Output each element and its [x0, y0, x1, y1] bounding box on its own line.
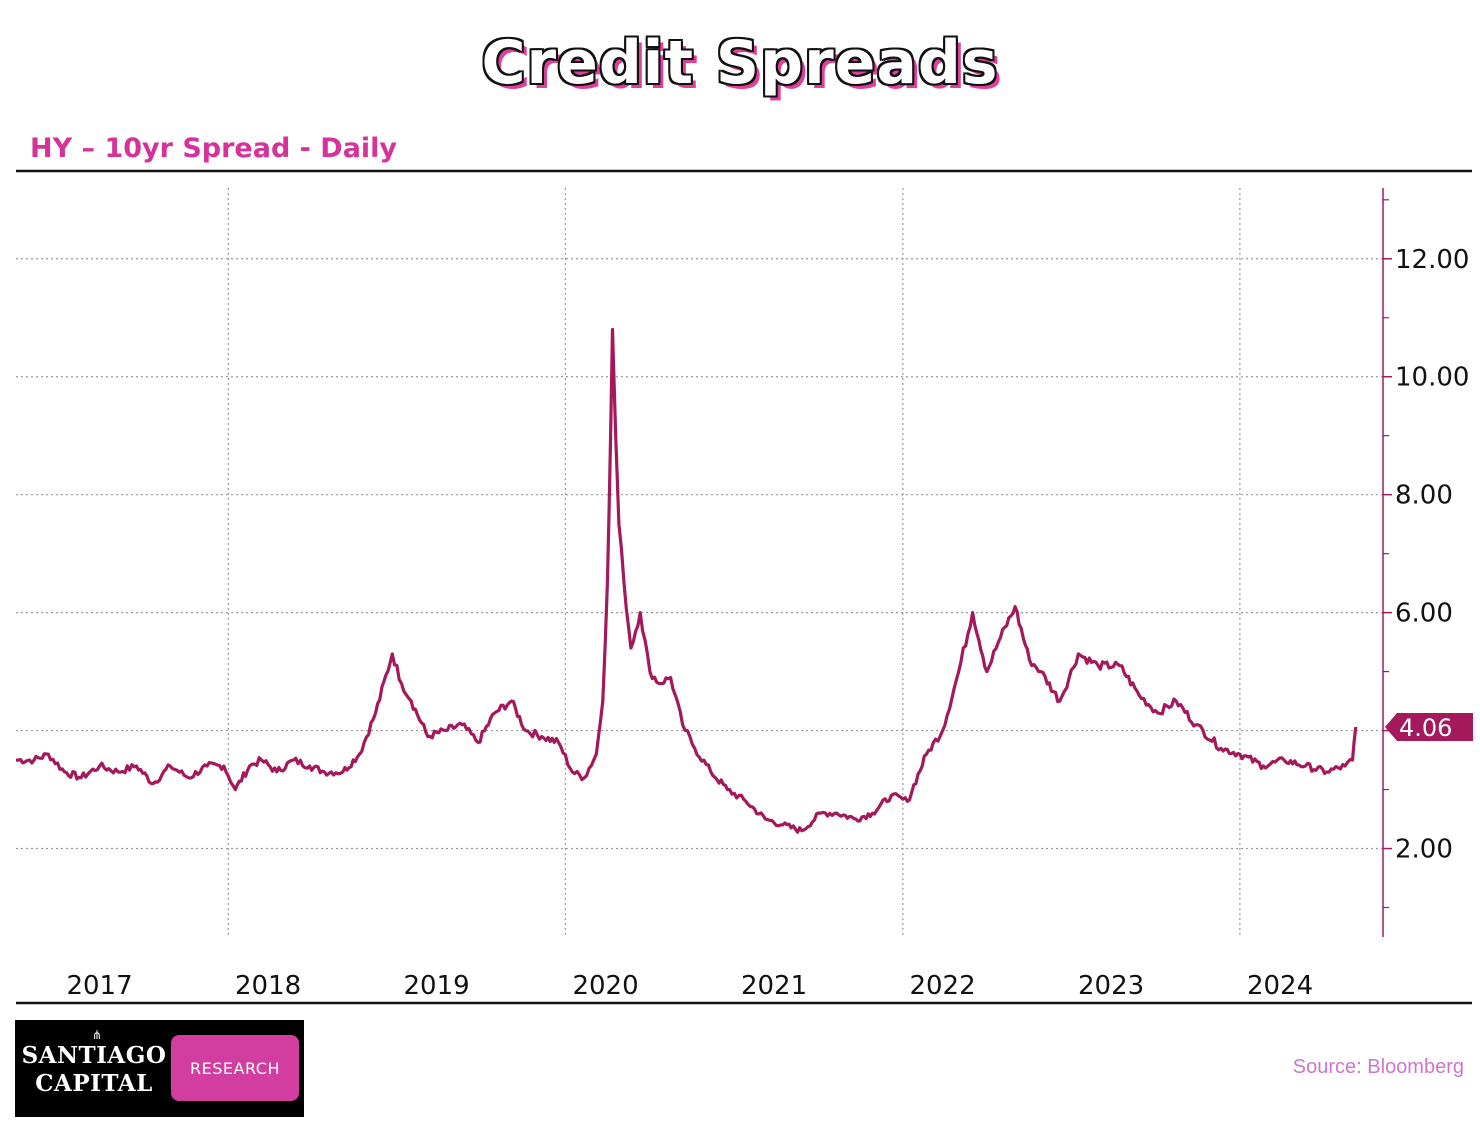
last-value-badge [1385, 713, 1473, 742]
y-tick-label: 2.00 [1395, 835, 1453, 865]
x-tick-label: 2021 [741, 971, 807, 1001]
santiago-capital-logo: ⋔ SANTIAGO CAPITAL RESEARCH [15, 1020, 304, 1117]
logo-line-2: CAPITAL [35, 1070, 153, 1097]
x-tick-label: 2024 [1247, 971, 1313, 1001]
x-tick-label: 2022 [909, 971, 975, 1001]
x-axis-ticks: 2017 2018 2019 2020 2021 2022 2023 2024 [66, 971, 1313, 1001]
logo-wordmark: SANTIAGO CAPITAL [19, 1042, 169, 1098]
x-tick-label: 2020 [572, 971, 638, 1001]
y-axis-minor-ticks [1383, 199, 1389, 909]
x-tick-label: 2019 [403, 971, 469, 1001]
source-note: Source: Bloomberg [1292, 1056, 1464, 1078]
series-line [16, 327, 1358, 834]
logo-line-1: SANTIAGO [21, 1042, 167, 1069]
research-badge: RESEARCH [171, 1035, 299, 1101]
chart-subtitle: HY – 10yr Spread - Daily [30, 133, 398, 164]
x-tick-label: 2018 [235, 971, 301, 1001]
y-tick-label: 6.00 [1395, 599, 1453, 629]
y-tick-label: 8.00 [1395, 481, 1453, 511]
last-value-marker: 4.06 [1385, 713, 1473, 742]
x-tick-label: 2023 [1078, 971, 1144, 1001]
vertical-gridlines [227, 188, 1241, 937]
x-tick-label: 2017 [66, 971, 132, 1001]
y-tick-label: 10.00 [1395, 363, 1469, 393]
shell-icon: ⋔ [91, 1028, 103, 1042]
last-value-label: 4.06 [1399, 714, 1452, 742]
y-tick-label: 12.00 [1395, 245, 1469, 275]
page-title: Credit Spreads [481, 28, 999, 98]
